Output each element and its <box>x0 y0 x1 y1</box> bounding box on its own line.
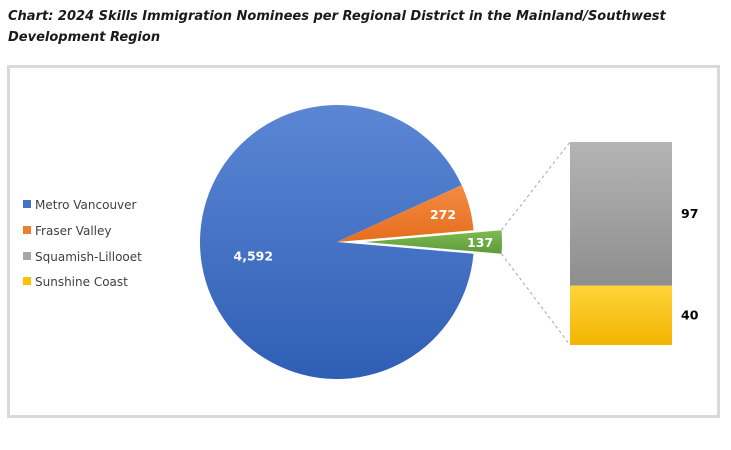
bar-segment-squamish-lillooet <box>570 142 672 286</box>
connector-line-bottom <box>501 253 571 346</box>
pie-slice-metro-vancouver <box>199 104 474 379</box>
legend-label-fraser-valley: Fraser Valley <box>35 224 111 238</box>
pie-slice-other <box>365 230 502 254</box>
legend-swatch-squamish-lillooet <box>23 252 31 260</box>
legend-swatch-metro-vancouver <box>23 200 31 208</box>
legend-swatch-fraser-valley <box>23 226 31 234</box>
bar-label-squamish-lillooet: 97 <box>681 206 698 221</box>
chart-title: Chart: 2024 Skills Immigration Nominees … <box>8 9 666 45</box>
bar-label-sunshine-coast: 40 <box>681 307 699 322</box>
pie-slice-fraser-valley <box>337 185 474 242</box>
legend: Metro Vancouver Fraser Valley Squamish-L… <box>23 198 142 289</box>
legend-swatch-sunshine-coast <box>23 277 31 285</box>
legend-label-squamish-lillooet: Squamish-Lillooet <box>35 250 142 264</box>
connector-line-top <box>501 141 571 231</box>
connector-lines <box>501 141 571 346</box>
legend-label-sunshine-coast: Sunshine Coast <box>35 275 128 289</box>
pie-label-other: 137 <box>467 235 493 250</box>
pie-label-fraser-valley: 272 <box>430 207 456 222</box>
bar-segment-sunshine-coast <box>570 285 672 345</box>
legend-label-metro-vancouver: Metro Vancouver <box>35 198 137 212</box>
pie-label-metro-vancouver: 4,592 <box>234 248 274 263</box>
